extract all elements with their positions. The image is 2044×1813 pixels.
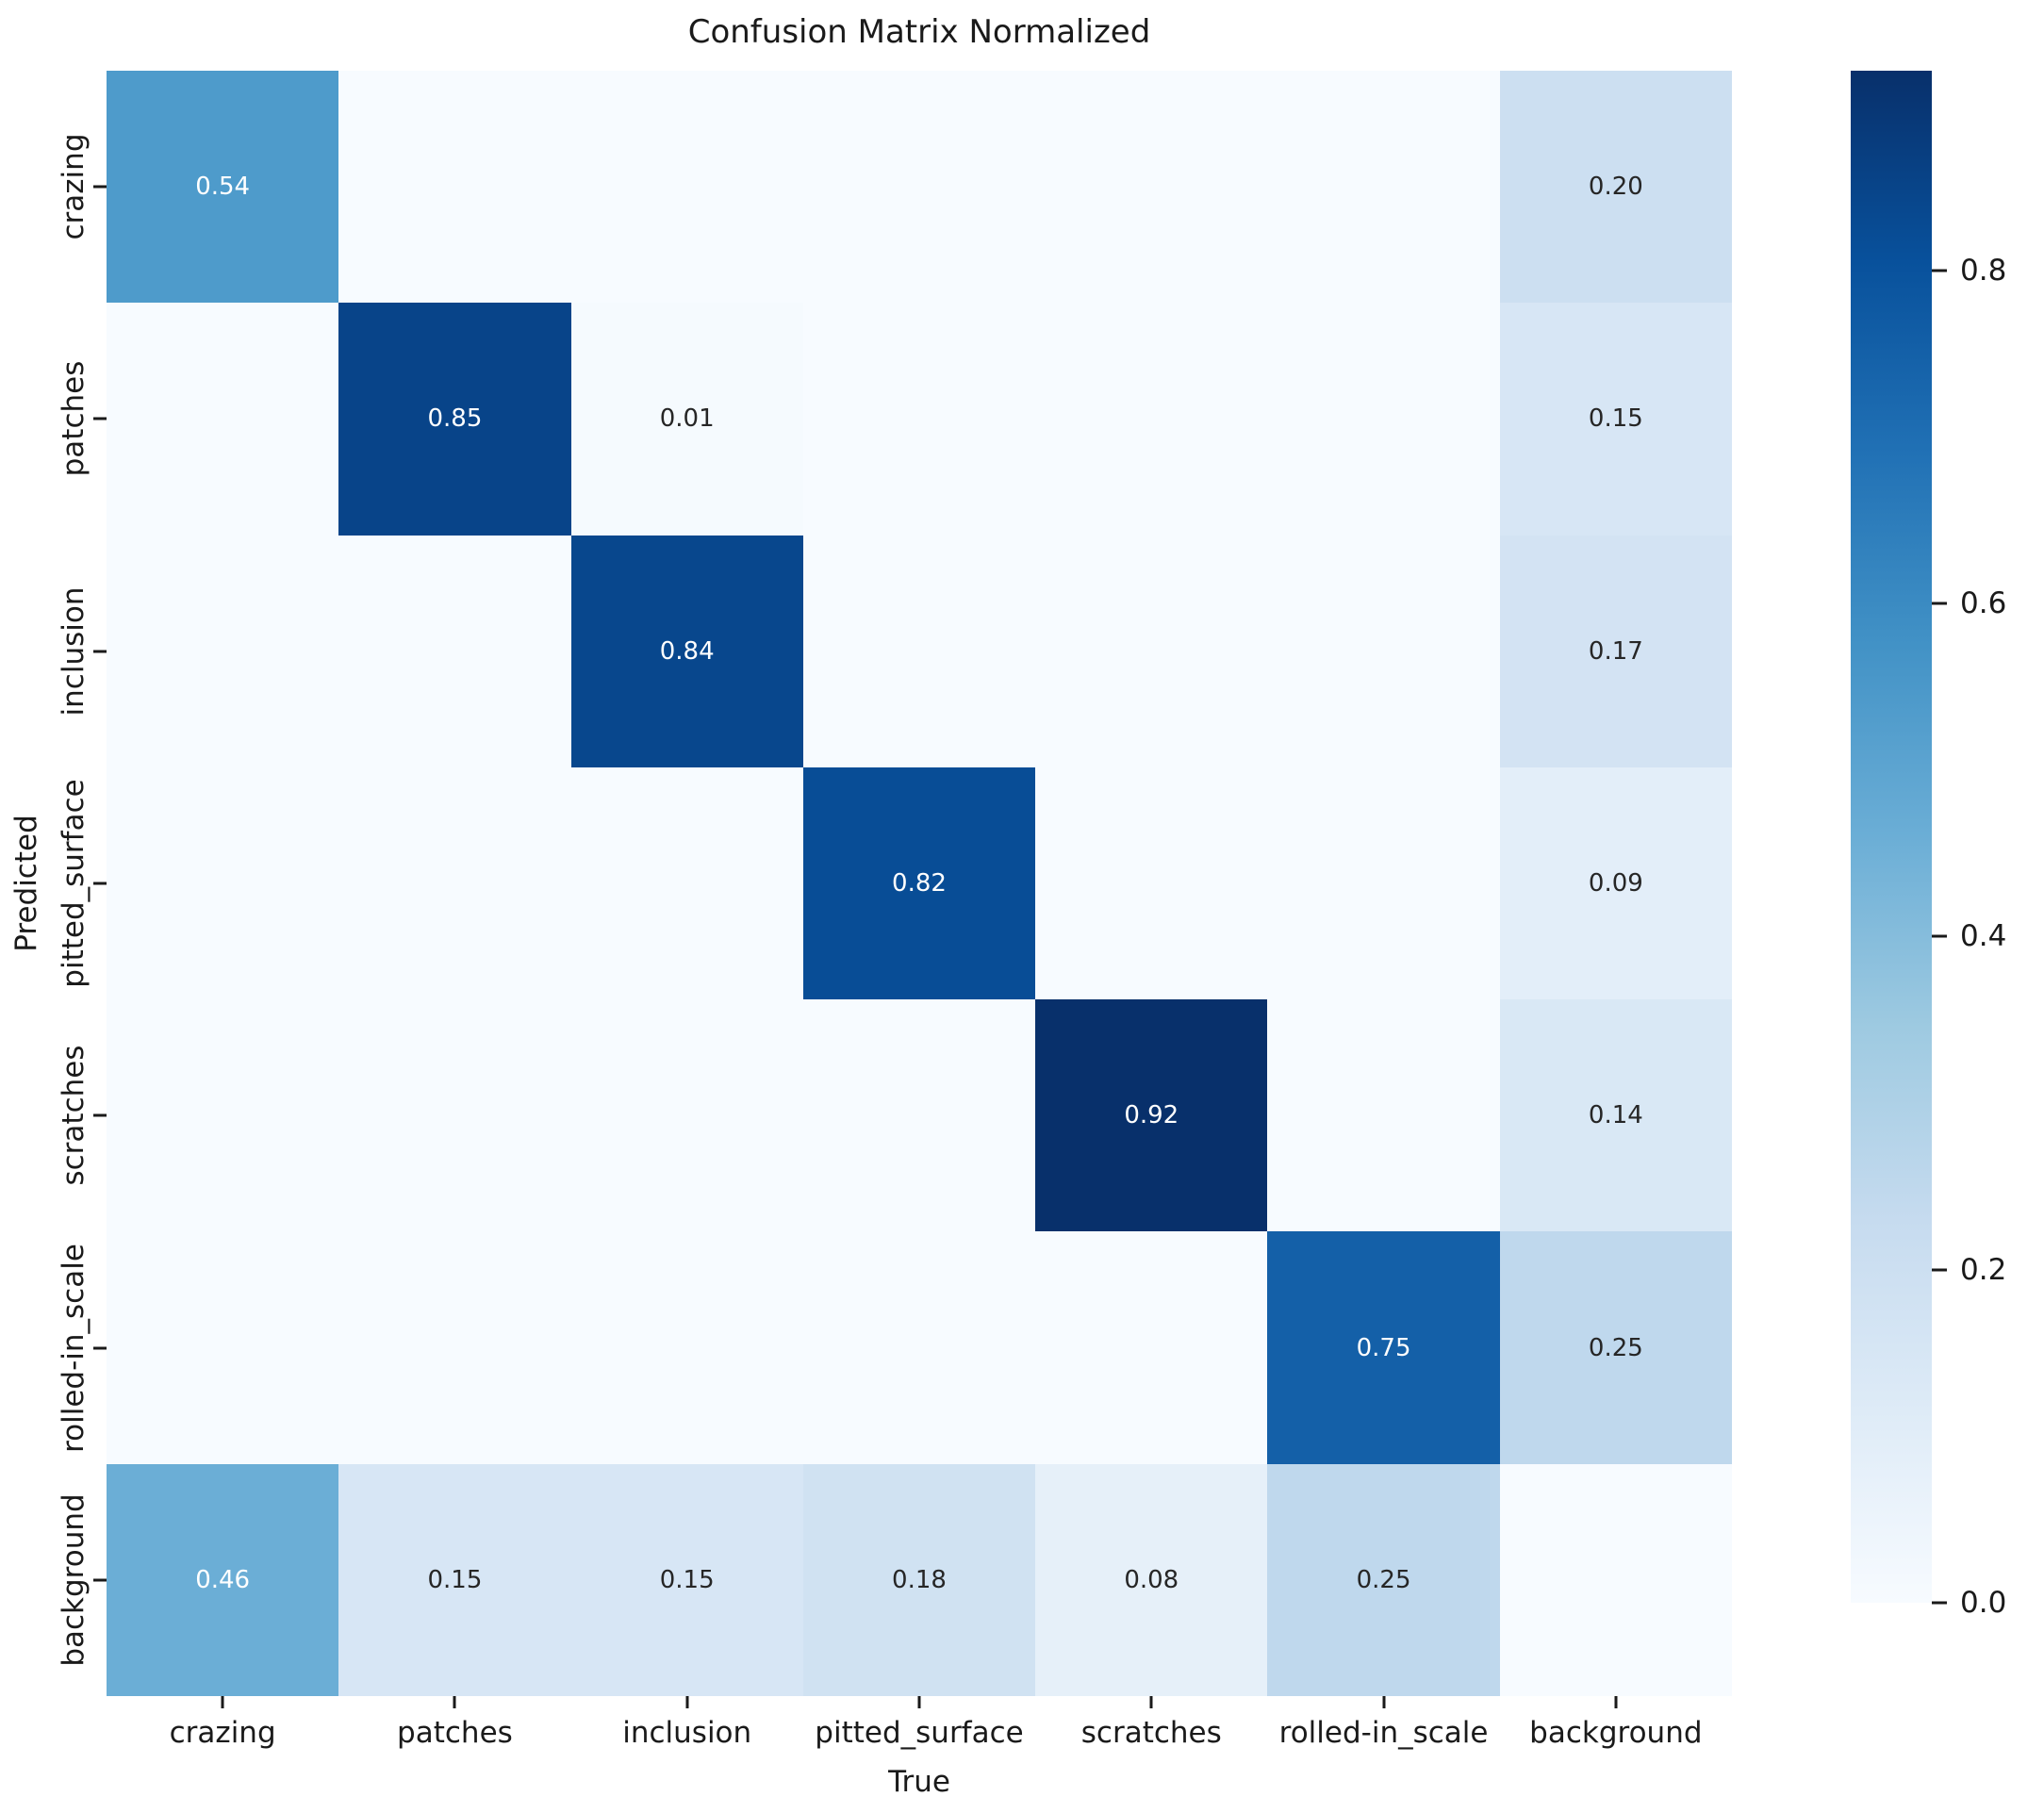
y-tick-label: background [57,1493,91,1667]
y-tick-mark [93,882,107,885]
heatmap-cell: 0.92 [1035,999,1268,1232]
heatmap-cell [802,999,1036,1232]
heatmap-cell [107,766,339,1000]
heatmap-cell: 0.82 [802,766,1036,1000]
y-tick-label: pitted_surface [57,779,91,988]
heatmap-cell: 0.15 [1499,303,1732,536]
x-tick-label: inclusion [622,1716,752,1750]
colorbar [1851,71,1932,1603]
heatmap-cell: 0.17 [1499,535,1732,767]
heatmap-cell [802,303,1036,536]
x-tick-label: background [1529,1716,1703,1750]
colorbar-tick-label: 0.2 [1960,1252,2007,1287]
heatmap-cell: 0.15 [570,1463,803,1696]
heatmap-cell [802,71,1036,304]
x-tick-label: pitted_surface [815,1716,1024,1750]
heatmap-cell [1035,71,1268,304]
colorbar-tick-mark [1932,934,1947,938]
heatmap-cell [1035,1231,1268,1464]
y-tick-mark [93,417,107,420]
y-tick-mark [93,1578,107,1582]
heatmap-cell [338,71,571,304]
y-axis-label: Predicted [9,815,43,952]
heatmap-cell [338,1231,571,1464]
heatmap-cell [802,535,1036,767]
x-tick-mark [685,1696,689,1708]
x-tick-mark [221,1696,224,1708]
heatmap-cell [1267,766,1500,1000]
heatmap-cell [1035,766,1268,1000]
colorbar-tick-mark [1932,602,1947,605]
heatmap-cell [338,766,571,1000]
heatmap-cell [107,999,339,1232]
heatmap-cell [802,1231,1036,1464]
heatmap-grid: 0.54 0.20 0.85 0.01 0.15 0.84 0.17 0.82 0.09 0.92… [107,71,1732,1696]
y-tick-mark [93,185,107,189]
colorbar-tick-label: 0.0 [1960,1586,2007,1620]
heatmap-cell [107,535,339,767]
y-tick-label: rolled-in_scale [57,1243,91,1453]
heatmap-cell: 0.14 [1499,999,1732,1232]
y-tick-label: inclusion [57,586,91,717]
y-tick-label: crazing [57,133,91,240]
heatmap-cell [1267,535,1500,767]
heatmap-cell [107,303,339,536]
x-tick-mark [1149,1696,1153,1708]
heatmap-cell [338,999,571,1232]
x-tick-mark [917,1696,921,1708]
x-tick-label: crazing [169,1716,276,1750]
heatmap-cell: 0.75 [1267,1231,1500,1464]
x-tick-mark [1614,1696,1618,1708]
heatmap-cell [1267,999,1500,1232]
heatmap-cell: 0.20 [1499,71,1732,304]
y-tick-label: patches [57,361,91,477]
heatmap-cell: 0.25 [1267,1463,1500,1696]
colorbar-tick-mark [1932,1601,1947,1605]
chart-title: Confusion Matrix Normalized [687,13,1151,51]
heatmap-cell [1267,303,1500,536]
x-axis-label: True [888,1765,950,1799]
heatmap-cell [107,1231,339,1464]
colorbar-tick-mark [1932,269,1947,272]
heatmap-cell [1035,535,1268,767]
heatmap-cell: 0.08 [1035,1463,1268,1696]
heatmap-cell [1035,303,1268,536]
colorbar-tick-label: 0.8 [1960,253,2007,288]
heatmap-cell [570,766,803,1000]
y-tick-mark [93,1346,107,1350]
heatmap-cell: 0.84 [570,535,803,767]
x-tick-label: scratches [1080,1716,1222,1750]
heatmap-cell [570,999,803,1232]
heatmap-cell: 0.25 [1499,1231,1732,1464]
colorbar-tick-mark [1932,1268,1947,1272]
heatmap-cell: 0.54 [107,71,339,304]
heatmap-cell: 0.46 [107,1463,339,1696]
y-tick-mark [93,1113,107,1117]
heatmap-cell: 0.01 [570,303,803,536]
y-tick-label: scratches [57,1045,91,1186]
y-tick-mark [93,650,107,653]
heatmap-cell [1267,71,1500,304]
colorbar-tick-label: 0.6 [1960,586,2007,621]
heatmap-cell [570,1231,803,1464]
x-tick-mark [1382,1696,1386,1708]
heatmap-cell: 0.18 [802,1463,1036,1696]
heatmap-cell: 0.09 [1499,766,1732,1000]
heatmap-cell: 0.85 [338,303,571,536]
x-tick-label: patches [397,1716,513,1750]
colorbar-tick-label: 0.4 [1960,919,2007,954]
heatmap-cell [338,535,571,767]
heatmap-cell [570,71,803,304]
x-tick-label: rolled-in_scale [1278,1716,1489,1750]
heatmap-cell [1499,1463,1732,1696]
heatmap-cell: 0.15 [338,1463,571,1696]
x-tick-mark [453,1696,456,1708]
